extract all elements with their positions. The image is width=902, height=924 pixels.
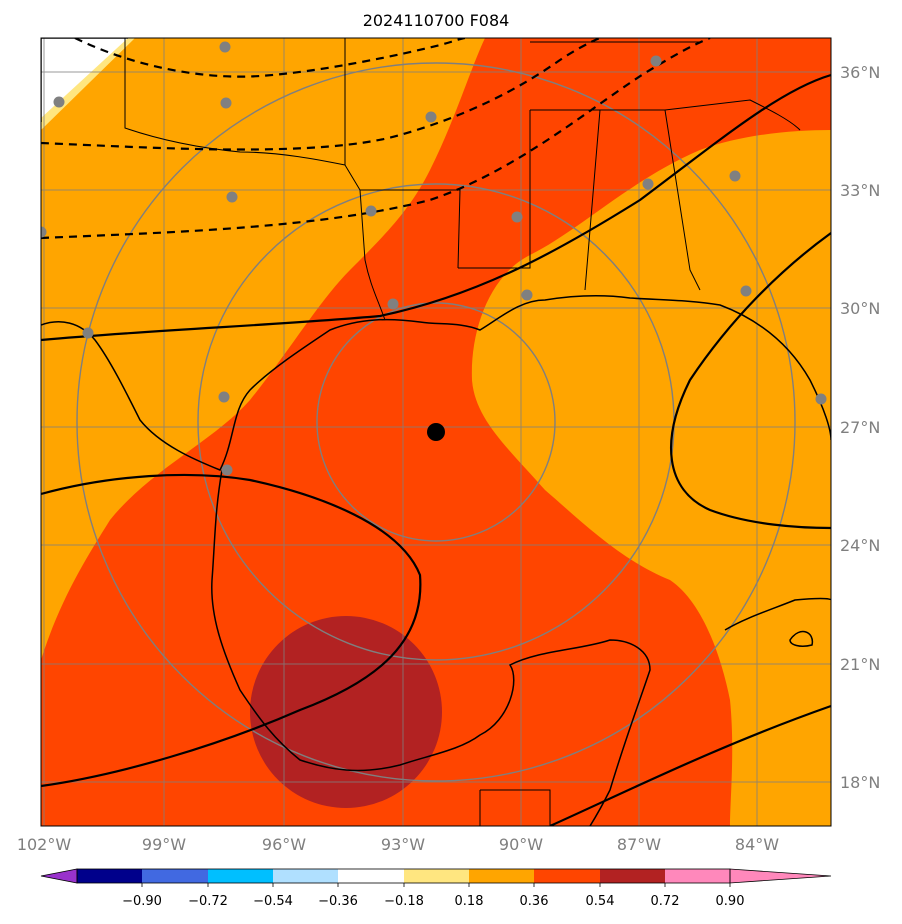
colorbar-label: −0.54	[253, 894, 293, 909]
colorbar-label: −0.36	[318, 894, 358, 909]
colorbar-label: 0.72	[651, 894, 680, 909]
colorbar: −0.90 −0.72 −0.54 −0.36 −0.18 0.18 0.36 …	[40, 868, 832, 909]
colorbar-label: 0.36	[520, 894, 549, 909]
map-title: 2024110700 F084	[363, 11, 510, 30]
colorbar-segment	[273, 869, 338, 883]
colorbar-segment	[338, 869, 404, 883]
lat-label-33: 33°N	[840, 181, 880, 200]
lat-label-27: 27°N	[840, 418, 880, 437]
lon-label-102: 102°W	[17, 835, 72, 854]
lon-label-87: 87°W	[617, 835, 661, 854]
colorbar-segment	[534, 869, 600, 883]
lat-labels: 36°N 33°N 30°N 27°N 24°N 21°N 18°N	[840, 63, 880, 792]
colorbar-segment	[208, 869, 273, 883]
lon-label-96: 96°W	[262, 835, 306, 854]
colorbar-label: −0.72	[188, 894, 228, 909]
contour-solid	[41, 73, 831, 826]
storm-center-marker	[427, 423, 445, 441]
colorbar-extend-low	[41, 869, 77, 883]
colorbar-segment	[142, 869, 208, 883]
colorbar-segment	[469, 869, 534, 883]
colorbar-segment	[404, 869, 469, 883]
lon-label-84: 84°W	[735, 835, 779, 854]
colorbar-segment	[600, 869, 665, 883]
range-rings	[76, 62, 796, 782]
lon-label-99: 99°W	[142, 835, 186, 854]
lon-label-93: 93°W	[381, 835, 425, 854]
lon-labels: 102°W 99°W 96°W 93°W 90°W 87°W 84°W	[17, 835, 779, 854]
lon-label-90: 90°W	[499, 835, 543, 854]
coastlines	[41, 38, 831, 826]
lat-label-36: 36°N	[840, 63, 880, 82]
colorbar-label: −0.90	[122, 894, 162, 909]
colorbar-label: 0.18	[455, 894, 484, 909]
lat-label-24: 24°N	[840, 536, 880, 555]
lat-label-21: 21°N	[840, 655, 880, 674]
lat-label-30: 30°N	[840, 299, 880, 318]
colorbar-extend-high	[730, 869, 831, 883]
colorbar-label: −0.18	[384, 894, 424, 909]
lat-label-18: 18°N	[840, 773, 880, 792]
map-panel	[41, 38, 831, 826]
fill-region-darkred	[250, 616, 442, 808]
colorbar-label: 0.90	[716, 894, 745, 909]
map-frame	[40, 37, 832, 827]
colorbar-segment	[77, 869, 142, 883]
colorbar-label: 0.54	[586, 894, 615, 909]
station-markers	[41, 41, 827, 476]
colorbar-segment	[665, 869, 730, 883]
